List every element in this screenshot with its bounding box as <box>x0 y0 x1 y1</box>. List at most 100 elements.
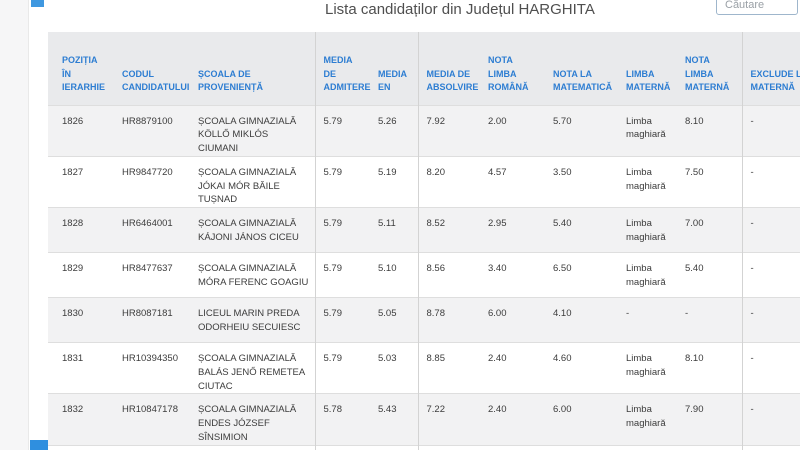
cell-scoala: ȘCOALA GIMNAZIALĂ ENDES JÓZSEF SÎNSIMION <box>190 393 315 446</box>
cell-media-absolvire: 7.94 <box>417 444 480 450</box>
col-header-pozitia: POZIȚIA ÎN IERARHIE <box>48 32 110 105</box>
col-header-nota-matematica: NOTA LA MATEMATICĂ <box>545 32 618 105</box>
cell-nota-limba-materna: 7.90 <box>677 393 742 446</box>
cell-nota-matematica: 4.10 <box>545 297 618 343</box>
cell-pozitia: 1829 <box>48 252 110 298</box>
cell-nota-limba-materna: 8.10 <box>677 342 742 394</box>
cell-scoala: ȘCOALA GIMNAZIALĂ JÓKAI MÓR BĂILE TUȘNAD <box>190 155 315 208</box>
table-body: 1826 HR8879100 ȘCOALA GIMNAZIALĂ KÖLLŐ MIK… <box>48 104 800 450</box>
cell-nota-matematica: 5.40 <box>545 207 618 253</box>
table-row: 1826 HR8879100 ȘCOALA GIMNAZIALĂ KÖLLŐ MIK… <box>48 104 800 157</box>
cell-limba-materna: Limba maghiară <box>618 252 677 298</box>
cell-media-en: 5.11 <box>370 207 418 253</box>
cell-nota-romana: 2.40 <box>480 393 545 446</box>
cell-cod: HR9847720 <box>110 155 190 208</box>
search-input[interactable] <box>716 0 798 15</box>
col-header-media-absolvire: MEDIA DE ABSOLVIRE <box>417 32 480 105</box>
cell-media-absolvire: 8.85 <box>417 342 480 394</box>
table-header: POZIȚIA ÎN IERARHIE CODUL CANDIDATULUI ȘCO… <box>48 32 800 105</box>
cell-nota-romana: 3.40 <box>480 252 545 298</box>
cell-media-en: 5.03 <box>370 342 418 394</box>
cell-limba-materna: Limba maghiară <box>618 393 677 446</box>
cell-media-en: 5.26 <box>370 104 418 157</box>
table-row: 1829 HR8477637 ȘCOALA GIMNAZIALĂ MÓRA FERE… <box>48 252 800 298</box>
cell-pozitia: 1831 <box>48 342 110 394</box>
cell-exclude: - <box>741 342 800 394</box>
cell-exclude: - <box>741 393 800 446</box>
col-header-exclude: EXCLUDE LIMBA MATERNĂ <box>741 32 800 105</box>
table-row: 1828 HR6464001 ȘCOALA GIMNAZIALĂ KÁJONI JÁ… <box>48 207 800 253</box>
cell-media-absolvire: 7.92 <box>417 104 480 157</box>
partial-button-bottom-left[interactable] <box>30 440 48 450</box>
table-row: 1832 HR10847178 ȘCOALA GIMNAZIALĂ ENDES JÓ… <box>48 393 800 446</box>
cell-media-en: 5.25 <box>370 444 418 450</box>
cell-pozitia: 1826 <box>48 104 110 157</box>
cell-pozitia: 1833 <box>48 444 110 450</box>
cell-media-en: 5.05 <box>370 297 418 343</box>
cell-media-admitere: 5.79 <box>314 252 370 298</box>
cell-exclude: - <box>741 207 800 253</box>
cell-media-admitere: 5.79 <box>314 155 370 208</box>
col-header-nota-limba-materna: NOTA LIMBA MATERNĂ <box>677 32 742 105</box>
cell-media-absolvire: 8.20 <box>417 155 480 208</box>
cell-scoala: ȘCOALA GIMNAZIALĂ KÖLLŐ MIKLÓS CIUMANI <box>190 104 315 157</box>
cell-nota-limba-materna: - <box>677 297 742 343</box>
table-row: 1830 HR8087181 LICEUL MARIN PREDA ODORHEIU… <box>48 297 800 343</box>
cell-cod: HR10394350 <box>110 342 190 394</box>
cell-cod: HR8879100 <box>110 104 190 157</box>
left-page-gutter <box>0 0 29 450</box>
cell-nota-limba-materna: 5.40 <box>677 252 742 298</box>
cell-nota-romana: 2.95 <box>480 207 545 253</box>
cell-media-en: 5.19 <box>370 155 418 208</box>
col-header-limba-materna: LIMBA MATERNĂ <box>618 32 677 105</box>
cell-exclude: - <box>741 252 800 298</box>
partial-button-top-left[interactable] <box>31 0 44 7</box>
col-header-scoala: ȘCOALA DE PROVENIENȚĂ <box>190 32 315 105</box>
cell-exclude: - <box>741 444 800 450</box>
cell-media-admitere: 5.78 <box>314 393 370 446</box>
cell-nota-matematica: 5.70 <box>545 104 618 157</box>
cell-limba-materna: Limba maghiară <box>618 342 677 394</box>
cell-scoala: LICEUL MARIN PREDA ODORHEIU SECUIESC <box>190 297 315 343</box>
cell-pozitia: 1828 <box>48 207 110 253</box>
cell-nota-limba-materna: 8.10 <box>677 104 742 157</box>
cell-exclude: - <box>741 104 800 157</box>
table-row: 1833HR10121044LICEUL TEORETIC ORBÁN BALÁ… <box>48 444 800 450</box>
cell-media-admitere: 5.78 <box>314 444 370 450</box>
cell-exclude: - <box>741 155 800 208</box>
cell-cod: HR10847178 <box>110 393 190 446</box>
table-header-row: POZIȚIA ÎN IERARHIE CODUL CANDIDATULUI ȘCO… <box>48 32 800 105</box>
cell-media-admitere: 5.79 <box>314 104 370 157</box>
cell-nota-matematica: 6.00 <box>545 393 618 446</box>
col-header-cod: CODUL CANDIDATULUI <box>110 32 190 105</box>
cell-nota-matematica: 6.50 <box>545 252 618 298</box>
cell-media-en: 5.10 <box>370 252 418 298</box>
cell-nota-romana: 6.00 <box>480 297 545 343</box>
cell-cod: HR10121044 <box>110 444 190 450</box>
candidates-table-container: POZIȚIA ÎN IERARHIE CODUL CANDIDATULUI ȘCO… <box>48 32 800 450</box>
col-header-media-admitere: MEDIA DE ADMITERE <box>314 32 371 105</box>
cell-limba-materna: Limba maghiară <box>618 155 677 208</box>
cell-media-admitere: 5.79 <box>314 297 370 343</box>
cell-limba-materna: Limba maghiară <box>618 207 677 253</box>
col-header-media-en: MEDIA EN <box>370 32 418 105</box>
cell-media-admitere: 5.79 <box>314 342 370 394</box>
cell-cod: HR8087181 <box>110 297 190 343</box>
table-row: 1831 HR10394350 ȘCOALA GIMNAZIALĂ BALÁS JE… <box>48 342 800 394</box>
cell-pozitia: 1832 <box>48 393 110 446</box>
cell-nota-romana: 2.00 <box>480 104 545 157</box>
cell-nota-romana: 2.40 <box>480 342 545 394</box>
cell-scoala: LICEUL TEORETIC ORBÁN BALÁZS CRISTURU SE… <box>190 444 315 450</box>
cell-nota-matematica: 3.50 <box>545 155 618 208</box>
cell-media-absolvire: 8.78 <box>417 297 480 343</box>
cell-scoala: ȘCOALA GIMNAZIALĂ BALÁS JENŐ REMETEA CIU… <box>190 342 315 394</box>
cell-nota-limba-materna: 7.50 <box>677 155 742 208</box>
table-row: 1827 HR9847720 ȘCOALA GIMNAZIALĂ JÓKAI MÓR… <box>48 155 800 208</box>
cell-exclude: - <box>741 297 800 343</box>
candidates-table: POZIȚIA ÎN IERARHIE CODUL CANDIDATULUI ȘCO… <box>48 32 800 450</box>
page-title: Lista candidaților din Județul HARGHITA <box>325 1 595 18</box>
cell-nota-limba-materna: 7.00 <box>677 207 742 253</box>
cell-nota-romana: 4.57 <box>480 155 545 208</box>
cell-media-absolvire: 8.52 <box>417 207 480 253</box>
cell-cod: HR6464001 <box>110 207 190 253</box>
